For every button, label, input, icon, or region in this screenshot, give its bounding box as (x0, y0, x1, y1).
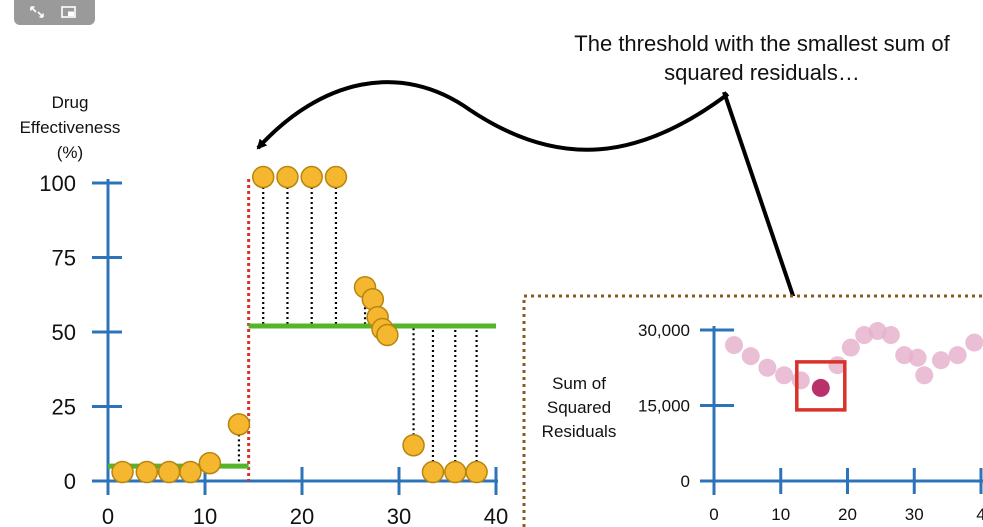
ssr-point (948, 346, 967, 365)
right-x-tick-label: 20 (838, 505, 857, 524)
data-point (276, 165, 299, 189)
left-y-tick-label: 50 (52, 320, 76, 345)
left-y-tick-label: 25 (52, 395, 76, 420)
right-ylabel-line-3: Residuals (542, 422, 617, 441)
ssr-point (758, 358, 777, 377)
left-x-tick-label: 40 (484, 504, 508, 527)
data-point (135, 460, 159, 484)
expand-arrows-icon[interactable] (28, 4, 46, 20)
ssr-point (895, 346, 914, 365)
annotation-arrow-to-threshold (256, 80, 730, 152)
ssr-point (931, 351, 950, 370)
data-point (421, 460, 445, 484)
video-toolbar (14, 0, 95, 25)
data-point (465, 460, 488, 484)
left-x-tick-label: 10 (193, 504, 217, 527)
inset-border (522, 294, 983, 527)
right-x-tick-label: 30 (905, 505, 924, 524)
ssr-point (725, 336, 744, 355)
right-y-tick-label: 30,000 (638, 321, 690, 340)
left-y-tick-label: 100 (39, 171, 76, 196)
picture-in-picture-icon[interactable] (60, 4, 78, 20)
right-ylabel-line-1: Sum of (552, 374, 606, 393)
left-chart: Drug Effectiveness (%) 0 25 50 75 100 0 10 20 30… (20, 93, 509, 527)
annotation-line-1: The threshold with the smallest sum of (574, 31, 950, 56)
right-ylabel-line-2: Squared (547, 398, 611, 417)
left-ylabel-line-3: (%) (57, 143, 83, 162)
ssr-point (791, 371, 810, 390)
annotation-line-2: squared residuals… (664, 60, 860, 85)
left-ylabel-line-2: Effectiveness (20, 118, 121, 137)
right-x-tick-label: 0 (709, 505, 718, 524)
ssr-point (915, 366, 934, 385)
data-point (198, 451, 222, 475)
ssr-point (841, 338, 860, 357)
ssr-point (881, 326, 900, 345)
ssr-point (775, 366, 794, 385)
left-ylabel-line-1: Drug (52, 93, 89, 112)
right-x-tick-label: 10 (771, 505, 790, 524)
data-point (227, 413, 251, 436)
data-point (300, 165, 323, 189)
ssr-point (965, 333, 983, 352)
ssr-point (741, 347, 760, 366)
data-point (179, 460, 202, 484)
left-x-tick-label: 20 (290, 504, 314, 527)
right-y-tick-label: 0 (681, 472, 690, 491)
data-point (157, 460, 181, 484)
right-x-tick-label: 4 (976, 505, 983, 524)
data-point (324, 165, 348, 189)
left-x-tick-label: 0 (102, 504, 114, 527)
left-x-tick-label: 30 (387, 504, 411, 527)
highlight-box (795, 360, 847, 412)
ssr-highlight-point (811, 378, 830, 397)
left-y-tick-label: 75 (52, 246, 76, 271)
data-point (251, 165, 275, 189)
data-point (444, 460, 467, 484)
data-point (402, 433, 425, 457)
data-point (111, 460, 134, 484)
right-y-tick-label: 15,000 (638, 397, 690, 416)
left-y-tick-label: 0 (64, 469, 76, 494)
data-point (376, 323, 399, 347)
ssr-point (908, 348, 927, 367)
right-chart: Sum of Squared Residuals 0 15,000 30,000 0 1… (522, 294, 983, 527)
